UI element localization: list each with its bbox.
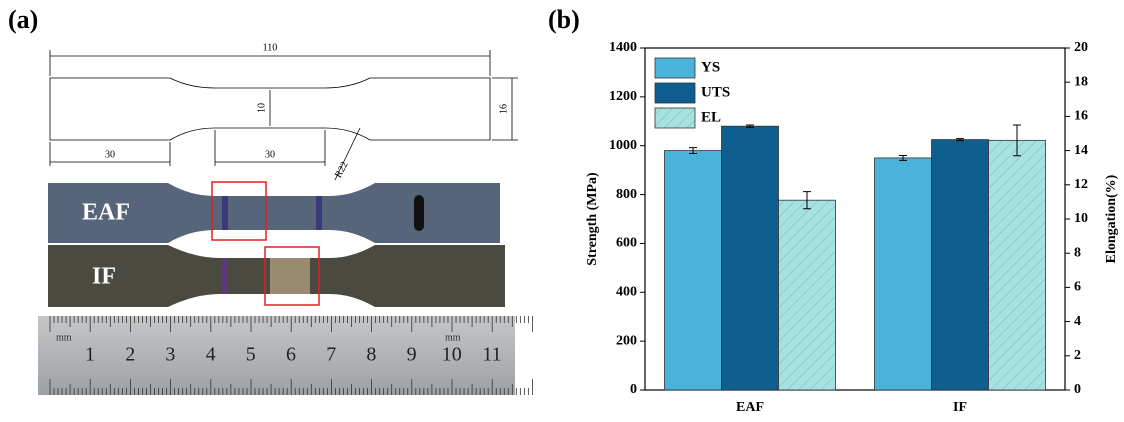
- bar: [721, 125, 779, 391]
- y2-tick-label: 16: [1074, 109, 1088, 124]
- ruler-number: 3: [165, 344, 175, 366]
- ruler-number: 5: [246, 344, 256, 366]
- y-axis-label: Strength (MPa): [585, 172, 600, 266]
- error-bar: [899, 154, 907, 161]
- y-tick-label: 1200: [609, 89, 637, 104]
- panel-label: (b): [548, 5, 580, 34]
- sample-label: IF: [92, 264, 116, 290]
- dimension-label: 16: [498, 104, 509, 114]
- y-tick-label: 400: [616, 285, 637, 300]
- dimension-label: 30: [265, 149, 275, 160]
- ruler-number: 8: [366, 344, 376, 366]
- legend-label: YS: [701, 59, 720, 75]
- bar: [874, 157, 932, 391]
- dimension-label: 30: [105, 149, 115, 160]
- y2-tick-label: 10: [1074, 211, 1088, 226]
- y-tick-label: 600: [616, 236, 637, 251]
- y2-axis-label: Elongation(%): [1104, 174, 1119, 263]
- y-tick-label: 800: [616, 187, 637, 202]
- y2-tick-label: 8: [1074, 245, 1081, 260]
- y2-tick-label: 0: [1074, 382, 1081, 397]
- error-bar: [689, 147, 697, 155]
- y-tick-label: 0: [630, 382, 637, 397]
- ruler-unit: mm: [445, 332, 461, 343]
- ruler-number: 4: [206, 344, 216, 366]
- y2-tick-label: 18: [1074, 74, 1088, 89]
- error-bar: [956, 138, 964, 142]
- error-bar: [803, 191, 811, 210]
- ruler-number: 11: [482, 344, 501, 366]
- error-bar: [746, 124, 754, 128]
- y-tick-label: 200: [616, 333, 637, 348]
- sample-label: EAF: [82, 200, 130, 226]
- ruler-number: 9: [407, 344, 417, 366]
- y2-tick-label: 20: [1074, 40, 1088, 55]
- ruler-number: 2: [125, 344, 135, 366]
- bar: [988, 139, 1046, 391]
- bar: [778, 199, 836, 391]
- dimension-label: 110: [263, 42, 278, 53]
- ruler-number: 1: [85, 344, 95, 366]
- ruler-number: 6: [286, 344, 296, 366]
- y-tick-label: 1000: [609, 138, 637, 153]
- x-tick-label: EAF: [736, 400, 764, 415]
- bar: [931, 139, 989, 391]
- error-bar: [1013, 124, 1021, 157]
- ruler-number: 10: [442, 344, 462, 366]
- y2-tick-label: 6: [1074, 280, 1081, 295]
- specimen-drawing: 110 10 16 30 30 R22: [49, 42, 518, 181]
- ruler: mm mm 1 2 3 4 5 6 7 8 9 10 11: [38, 316, 533, 395]
- panel-label: (a): [8, 5, 38, 34]
- ruler-unit: mm: [56, 332, 72, 343]
- bar: [664, 150, 722, 391]
- y-tick-label: 1400: [609, 40, 637, 55]
- legend-swatch: [654, 82, 696, 104]
- y2-tick-label: 14: [1074, 143, 1088, 158]
- y2-tick-label: 2: [1074, 348, 1081, 363]
- legend-swatch: [654, 57, 696, 79]
- ruler-number: 7: [326, 344, 336, 366]
- legend-label: UTS: [701, 84, 730, 100]
- y2-tick-label: 12: [1074, 177, 1088, 192]
- legend-label: EL: [701, 109, 721, 125]
- x-tick-label: IF: [953, 400, 967, 415]
- specimen-photo: EAF IF: [48, 181, 505, 307]
- dimension-label: 10: [256, 103, 267, 113]
- y2-tick-label: 4: [1074, 314, 1081, 329]
- legend-swatch: [654, 107, 696, 129]
- dimension-label: R22: [333, 160, 351, 180]
